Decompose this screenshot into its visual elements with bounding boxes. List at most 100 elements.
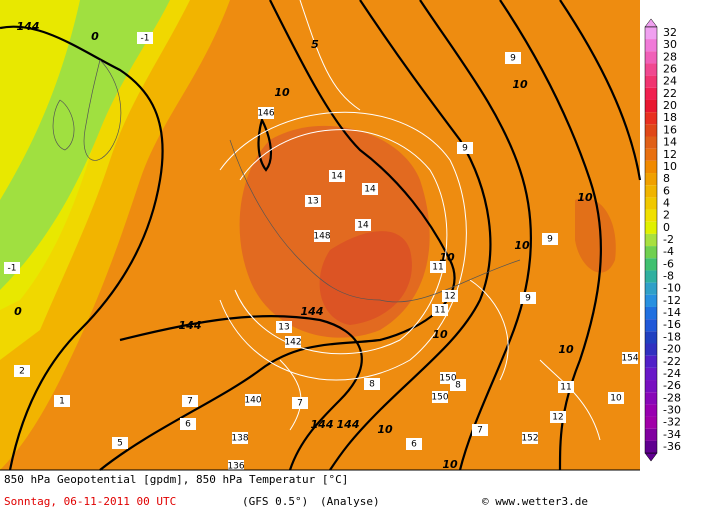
colorbar-label: 32 (663, 26, 677, 39)
temperature-label-box (432, 304, 448, 316)
temperature-label-box (364, 378, 380, 390)
colorbar-label: -36 (663, 440, 681, 453)
colorbar-label: 0 (663, 221, 670, 234)
temperature-label-box (457, 142, 473, 154)
colorbar-swatch (645, 233, 657, 247)
temperature-label-box (292, 397, 308, 409)
temperature-label-box (362, 183, 378, 195)
colorbar-swatch (645, 99, 657, 113)
colorbar-swatch (645, 124, 657, 137)
colorbar-arrow-top (644, 18, 658, 28)
colorbar-label: 18 (663, 111, 677, 124)
footer-date: Sonntag, 06-11-2011 00 UTC (4, 495, 176, 508)
height-label-box (258, 107, 274, 119)
colorbar-swatch (645, 26, 657, 40)
temperature-label-box (550, 411, 566, 423)
temperature-label: 14 (364, 185, 376, 195)
colorbar-label: -16 (663, 318, 681, 331)
contour-label: 144 (311, 418, 334, 431)
colorbar-label: 22 (663, 87, 677, 100)
colorbar-label: -10 (663, 282, 681, 295)
colorbar-swatch (645, 75, 657, 88)
colorbar-swatch (645, 392, 657, 405)
colorbar-label: 14 (663, 136, 677, 149)
footer-credit: © www.wetter3.de (482, 495, 588, 508)
colorbar-swatch (645, 367, 657, 381)
temperature-label-box (608, 392, 624, 404)
colorbar: 32302826242220181614121086420-2-4-6-8-10… (644, 18, 681, 462)
temperature-label-box (276, 321, 292, 333)
height-label: 138 (231, 434, 248, 444)
height-label-box (285, 336, 301, 348)
height-label-box (245, 394, 261, 406)
height-label-box (440, 372, 456, 384)
temperature-label: 9 (547, 235, 553, 245)
height-label: 148 (313, 232, 330, 242)
colorbar-swatch (645, 148, 657, 161)
colorbar-frame (644, 26, 658, 454)
colorbar-label: -34 (663, 428, 681, 441)
colorbar-swatch (645, 270, 657, 283)
colorbar-label: -12 (663, 294, 681, 307)
colorbar-label: 10 (663, 160, 677, 173)
temperature-label-box (137, 32, 153, 44)
colorbar-swatch (645, 136, 657, 149)
colorbar-swatch (645, 51, 657, 64)
temperature-label-box (558, 381, 574, 393)
colorbar-swatch (645, 221, 657, 234)
colorbar-label: -32 (663, 416, 681, 429)
contour-label: 10 (432, 328, 448, 341)
colorbar-label: 2 (663, 209, 670, 222)
contour-label: 5 (311, 38, 319, 51)
contour-label: 10 (377, 423, 393, 436)
temperature-label: 13 (278, 323, 289, 333)
temperature-label: -1 (141, 34, 150, 44)
colorbar-swatch (645, 209, 657, 222)
footer-run: (Analyse) (320, 495, 380, 508)
temperature-label-box (329, 170, 345, 182)
colorbar-label: -22 (663, 355, 681, 368)
temperature-label: 11 (434, 306, 445, 316)
height-label-box (432, 391, 448, 403)
height-label: 140 (244, 396, 261, 406)
colorbar-swatch (645, 404, 657, 417)
colorbar-swatch (645, 112, 657, 125)
colorbar-label: 16 (663, 123, 677, 136)
colorbar-label: 28 (663, 50, 677, 63)
contour-label: 144 (179, 319, 202, 332)
temperature-label-box (4, 262, 20, 274)
temperature-label-box (430, 261, 446, 273)
temperature-label: -1 (8, 264, 17, 274)
temperature-label: 6 (411, 440, 417, 450)
contour-label: 10 (514, 239, 530, 252)
colorbar-swatch (645, 294, 657, 307)
temperature-label-box (472, 424, 488, 436)
temperature-contours (219, 0, 601, 441)
colorbar-label: -30 (663, 403, 681, 416)
height-label: 154 (621, 354, 638, 364)
temperature-label: 14 (357, 221, 369, 231)
temperature-label: 14 (331, 172, 343, 182)
colorbar-swatch (645, 428, 657, 441)
temperature-label-box (542, 233, 558, 245)
colorbar-label: -18 (663, 330, 681, 343)
height-label-box (522, 432, 538, 444)
temperature-label: 7 (187, 397, 193, 407)
colorbar-swatch (645, 197, 657, 210)
temperature-label: 12 (444, 292, 455, 302)
height-label: 136 (227, 462, 244, 472)
contour-label: 0 (91, 30, 99, 43)
colorbar-label: -26 (663, 379, 681, 392)
colorbar-label: -28 (663, 391, 681, 404)
footer-model: (GFS 0.5°) (242, 495, 308, 508)
temperature-label-box (54, 395, 70, 407)
colorbar-swatch (645, 282, 657, 295)
contour-label: 144 (337, 418, 360, 431)
east-warm-zone (575, 198, 616, 273)
contour-label: 10 (512, 78, 528, 91)
weather-map (0, 0, 642, 471)
colorbar-label: -24 (663, 367, 681, 380)
temperature-label-box (112, 437, 128, 449)
temperature-label-box (520, 292, 536, 304)
temperature-label: 11 (560, 383, 571, 393)
